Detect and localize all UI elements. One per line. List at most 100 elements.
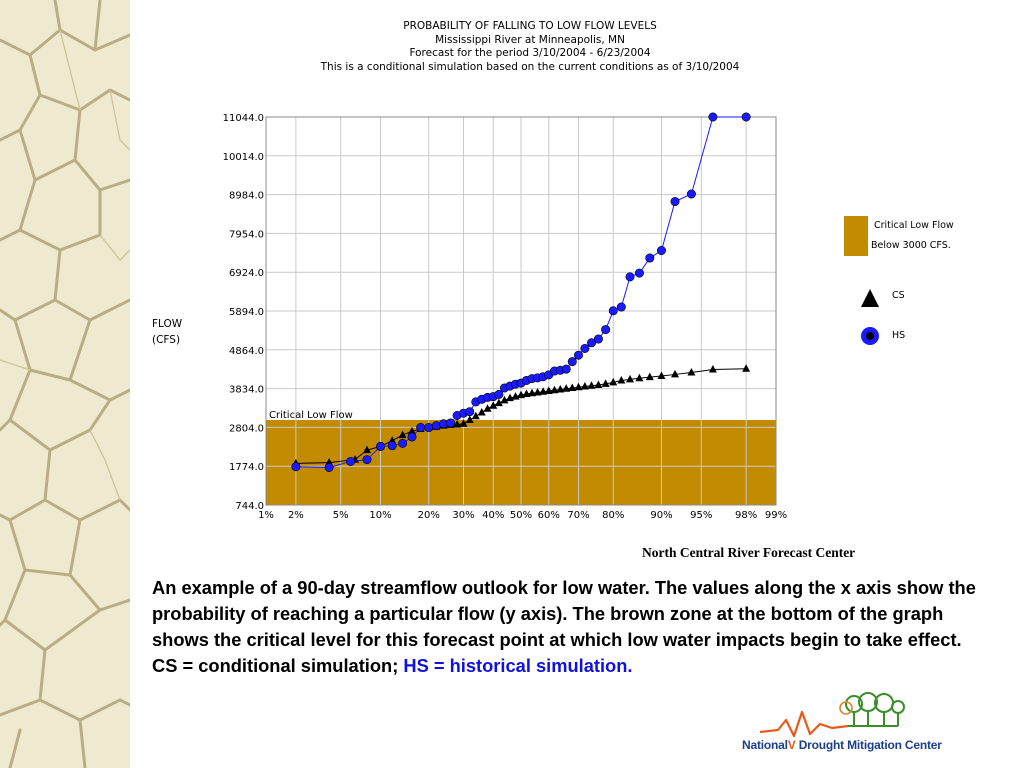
x-tick-label: 1% xyxy=(258,510,274,521)
hs-data-point xyxy=(376,441,386,451)
x-tick-label: 5% xyxy=(333,510,349,521)
source-credit: North Central River Forecast Center xyxy=(642,545,856,560)
legend-cs-triangle-icon xyxy=(861,289,879,307)
y-tick-label: 2804.0 xyxy=(229,423,264,434)
cs-data-point xyxy=(398,430,407,439)
caption-highlight: HS = historical simulation. xyxy=(403,655,633,676)
x-tick-label: 10% xyxy=(369,510,391,521)
y-tick-label: 8984.0 xyxy=(229,191,264,202)
cs-data-point xyxy=(657,371,666,379)
hs-data-point xyxy=(616,302,626,312)
hs-data-point xyxy=(424,423,434,433)
x-tick-label: 30% xyxy=(452,510,474,521)
cs-data-point xyxy=(465,415,474,424)
logo-word-national: National xyxy=(742,738,788,752)
y-axis-label-line: (CFS) xyxy=(152,334,181,346)
y-axis-label-line: FLOW xyxy=(152,318,183,330)
logo-word-drought: Drought Mitigation xyxy=(798,738,902,752)
ndmc-logo: NationalV Drought Mitigation Center xyxy=(738,690,978,762)
hs-data-point xyxy=(291,462,301,472)
ndmc-logo-text: NationalV Drought Mitigation Center xyxy=(742,738,942,752)
cs-data-point xyxy=(708,365,717,373)
cs-data-point xyxy=(362,445,371,454)
cs-data-point xyxy=(635,373,644,382)
plot-border xyxy=(265,116,777,506)
cs-data-point xyxy=(528,388,537,397)
cs-data-point xyxy=(574,382,583,391)
cs-data-point xyxy=(556,385,565,393)
chart-legend: Critical Low Flow Below 3000 CFS. CS HS xyxy=(844,214,1014,354)
y-tick-label: 7954.0 xyxy=(229,229,264,240)
cs-data-point xyxy=(671,369,680,378)
y-tick-label: 1774.0 xyxy=(229,462,264,473)
cs-data-point xyxy=(483,404,492,412)
hs-data-point xyxy=(670,197,680,207)
x-tick-label: 80% xyxy=(602,510,624,521)
critical-zone-label: Critical Low Flow xyxy=(269,410,353,421)
hs-data-point xyxy=(573,350,583,360)
legend-hs-circle-icon xyxy=(861,327,879,345)
hs-data-point xyxy=(645,253,655,263)
cs-data-point xyxy=(533,388,542,396)
cs-data-point xyxy=(471,411,480,420)
chart-title: PROBABILITY OF FALLING TO LOW FLOW LEVEL… xyxy=(260,20,800,74)
cs-data-point xyxy=(539,387,548,395)
cs-data-point xyxy=(594,380,603,388)
hs-data-point xyxy=(445,418,455,428)
hs-data-point xyxy=(686,189,696,199)
cs-data-point xyxy=(489,401,498,409)
hs-data-point xyxy=(634,268,644,278)
hs-data-point xyxy=(587,338,597,348)
cs-data-point xyxy=(587,381,596,389)
y-tick-label: 11044.0 xyxy=(223,113,264,124)
cs-data-point xyxy=(687,368,696,376)
hs-data-point xyxy=(601,325,611,335)
legend-critical-label: Critical Low Flow xyxy=(874,220,954,231)
legend-critical-swatch xyxy=(844,216,868,256)
x-tick-label: 90% xyxy=(650,510,672,521)
hs-data-point xyxy=(465,407,475,417)
cs-data-point xyxy=(477,407,486,416)
hs-data-point xyxy=(561,364,571,374)
cs-data-point xyxy=(617,375,626,384)
y-tick-label: 10014.0 xyxy=(223,152,264,163)
x-tick-label: 60% xyxy=(538,510,560,521)
hs-data-point xyxy=(346,456,356,466)
cs-data-point xyxy=(544,386,553,395)
cs-data-point xyxy=(562,384,571,392)
cs-data-point xyxy=(494,398,503,407)
x-tick-label: 50% xyxy=(510,510,532,521)
cs-data-point xyxy=(522,389,531,398)
x-tick-label: 40% xyxy=(482,510,504,521)
y-tick-label: 744.0 xyxy=(235,501,264,512)
cs-data-point xyxy=(407,426,416,435)
cs-data-point xyxy=(500,395,509,404)
y-tick-label: 6924.0 xyxy=(229,268,264,279)
chart-subtitle-line: This is a conditional simulation based o… xyxy=(320,60,740,73)
cs-data-point xyxy=(645,372,654,381)
hs-data-point xyxy=(608,306,618,316)
y-axis-label: FLOW (CFS) xyxy=(152,316,202,348)
hs-data-point xyxy=(407,432,417,442)
hs-data-point xyxy=(656,246,666,256)
hs-data-point xyxy=(494,389,504,399)
cs-data-point xyxy=(568,383,577,391)
x-tick-label: 70% xyxy=(567,510,589,521)
hs-data-point xyxy=(324,462,334,472)
hs-data-point xyxy=(416,423,426,433)
chart-subtitle-line: Mississippi River at Minneapolis, MN xyxy=(435,33,625,46)
hs-data-point xyxy=(741,112,751,122)
cs-data-point xyxy=(601,379,610,387)
hs-data-point xyxy=(362,455,372,465)
hs-data-point xyxy=(593,334,603,344)
cs-data-point xyxy=(609,377,618,386)
figure-caption: An example of a 90-day streamflow outloo… xyxy=(152,575,982,679)
hs-data-point xyxy=(625,272,635,282)
y-tick-label: 5894.0 xyxy=(229,307,264,318)
x-tick-label: 2% xyxy=(288,510,304,521)
cs-data-point xyxy=(459,419,468,427)
hs-data-point xyxy=(708,112,718,122)
x-tick-label: 99% xyxy=(765,510,787,521)
ndmc-logo-graphic-icon xyxy=(759,692,905,738)
